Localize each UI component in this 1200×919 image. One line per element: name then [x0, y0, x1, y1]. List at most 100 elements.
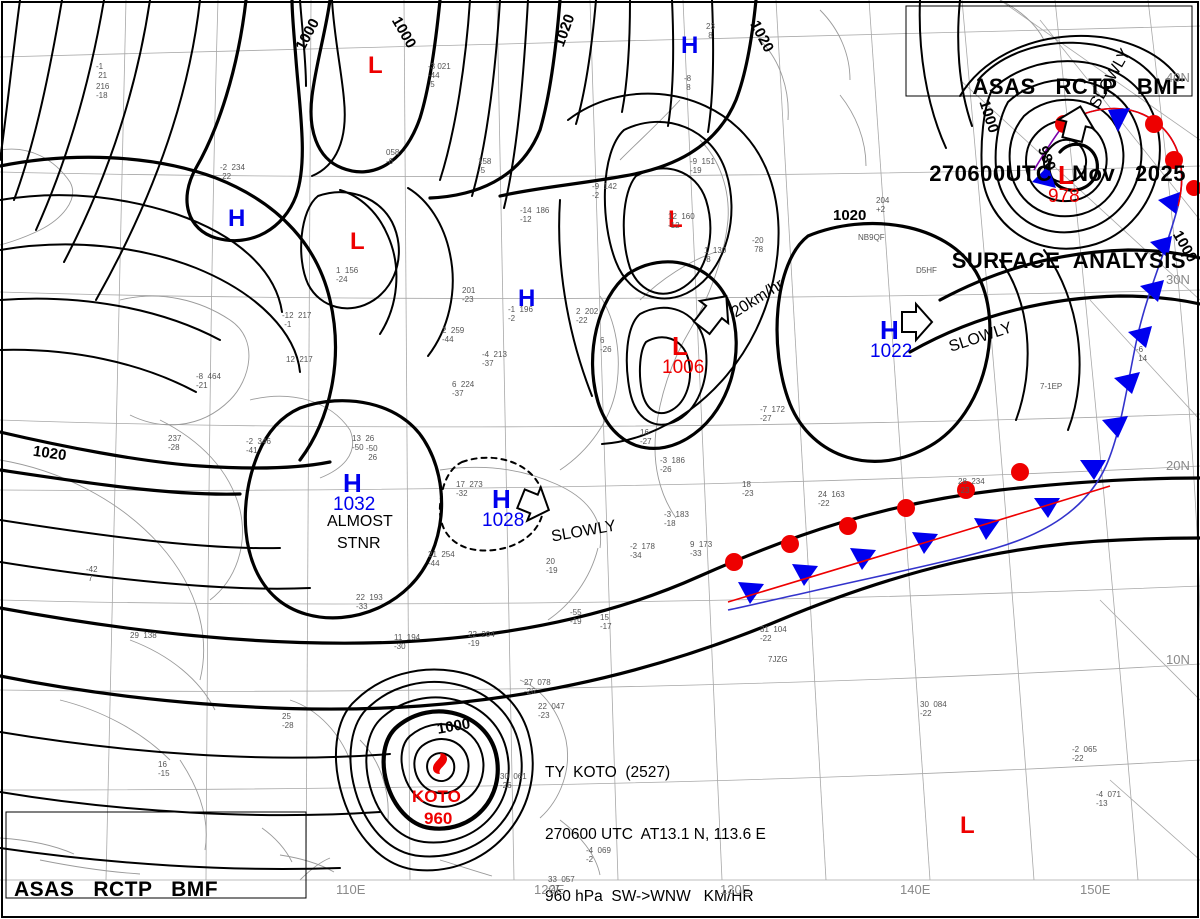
station-plot-61: 25 -28 [282, 712, 294, 730]
low-marker-0: L [368, 52, 383, 79]
station-plot-9: -9 151 -19 [690, 157, 715, 175]
station-plot-55: -2 065 -22 [1072, 745, 1097, 763]
station-plot-62: -42 7 [86, 565, 98, 583]
typhoon-info-block: TY KOTO (2527) 270600 UTC AT13.1 N, 113.… [545, 722, 904, 919]
station-plot-41: 20 -19 [546, 557, 558, 575]
station-plot-29: -3 186 -26 [660, 456, 685, 474]
low-marker-6: L [672, 331, 688, 361]
low-marker-11: L [960, 812, 975, 839]
stationary-front-line [727, 485, 1111, 603]
typhoon-pressure-label: 960 [424, 809, 453, 828]
high-pressure-value-7: 1022 [870, 341, 913, 362]
typhoon-name-label: KOTO [412, 787, 461, 806]
header-title-block: ASAS RCTP BMF 270600UTC Nov 2025 SURFACE… [929, 14, 1186, 333]
station-plot-35: -6 14 [1136, 345, 1148, 363]
footer-line-1: ASAS RCTP BMF [14, 878, 219, 901]
station-plot-1: 216 -18 [96, 82, 110, 100]
station-plot-31: -3 183 -18 [664, 510, 689, 528]
station-plot-54: 30 084 -22 [920, 700, 947, 718]
station-plot-33: 18 -23 [742, 480, 754, 498]
arrow-low-1006 [692, 295, 730, 336]
fronts [725, 107, 1200, 611]
typhoon-info-line-2: 270600 UTC AT13.1 N, 113.6 E [545, 825, 766, 843]
station-plot-57: 16 -15 [158, 760, 170, 778]
station-plot-20: 6 -26 [600, 336, 612, 354]
station-plot-47: 11 194 -30 [394, 633, 421, 651]
arrow-high-1028 [515, 484, 551, 523]
station-plot-28: 16 -27 [640, 428, 652, 446]
high-pressure-value-8: 1032 [333, 494, 376, 515]
station-plot-15: 2 202 -22 [576, 307, 599, 325]
station-plot-36: 7-1EP [1040, 382, 1063, 391]
station-plot-64: -50 26 [366, 444, 378, 462]
high-pressure-value-9: 1028 [482, 510, 525, 531]
latitude-label-2: 20N [1166, 458, 1190, 473]
station-plot-3: -2 234 22 [220, 163, 245, 181]
high-marker-8: H [343, 468, 362, 498]
high-marker-1: H [228, 205, 246, 232]
high-marker-7: H [880, 315, 899, 345]
isobars [0, 0, 1200, 872]
station-plot-8: -8 8 [684, 74, 692, 92]
station-plot-42: -2 178 -34 [630, 542, 655, 560]
station-plot-38: NB9QF [858, 233, 885, 242]
station-plot-32: 24 163 -22 [818, 490, 845, 508]
low-pressure-value-6: 1006 [662, 357, 705, 378]
station-plot-58: -4 071 -13 [1096, 790, 1121, 808]
high-marker-9: H [492, 484, 511, 514]
station-plot-22: -8 464 -21 [196, 372, 221, 390]
high-marker-3: H [518, 285, 536, 312]
coastlines [0, 0, 1045, 881]
longitude-label-0: 110E [336, 882, 366, 897]
station-plot-44: 22 193 -33 [356, 593, 383, 611]
station-plot-56: 30 061 -26 [500, 772, 527, 790]
station-plot-6: -9 142 -2 [592, 182, 617, 200]
longitude-label-1: 120E [534, 882, 565, 897]
station-plot-18: 201 -23 [462, 286, 476, 304]
station-plot-30: 17 273 -32 [456, 480, 483, 498]
latitude-label-0: 40N [1166, 70, 1190, 85]
station-plot-60: -4 069 -2 [586, 846, 611, 864]
motion-note-4: STNR [337, 535, 381, 552]
arrow-high-1022 [901, 301, 934, 343]
station-plot-5: 158 -5 [478, 157, 492, 175]
station-plot-50: 7JZG [768, 655, 788, 664]
typhoon-info-line-1: TY KOTO (2527) [545, 764, 671, 782]
station-plot-14: -1 196 -2 [508, 305, 533, 323]
station-plot-2: -3 021 -44 5 [428, 62, 451, 89]
high-marker-4: H [681, 32, 699, 59]
typhoon-info-line-3: 960 hPa SW->WNW KM/HR [545, 887, 754, 905]
station-plot-51: 29 138 [130, 631, 157, 640]
longitude-label-2: 130E [720, 882, 751, 897]
low-marker-5: L [668, 206, 683, 233]
station-plot-48: 22 204 -19 [468, 630, 495, 648]
station-plot-26: 237 -28 [168, 434, 182, 452]
station-plot-39: 204 +2 [876, 196, 890, 214]
station-plot-37: D5HF [916, 266, 937, 275]
station-plot-49: 31 104 -22 [760, 625, 787, 643]
station-plot-12: 1 130 8 [704, 246, 727, 264]
station-plot-11: 12 160 -12 [668, 212, 695, 230]
header-line-2: 270600UTC Nov 2025 [929, 161, 1186, 186]
station-plot-24: -7 172 -27 [760, 405, 785, 423]
station-plot-59: 33 057 -27 [548, 875, 575, 893]
station-plot-52: 27 078 -26 [524, 678, 551, 696]
low-marker-10: L [1058, 160, 1074, 190]
header-line-1: ASAS RCTP BMF [972, 74, 1186, 99]
station-plot-43: 9 173 -33 [690, 540, 713, 558]
station-plot-16: -12 217 -1 [282, 311, 312, 329]
station-plot-10: -14 186 -12 [520, 206, 550, 224]
typhoon-symbol [432, 753, 448, 774]
station-plot-63: 12 217 [286, 355, 313, 364]
station-plot-0: -1 21 [96, 62, 108, 80]
arrow-low-978 [1055, 105, 1096, 144]
motion-note-3: ALMOST [327, 513, 393, 530]
header-line-3: SURFACE ANALYSIS [951, 248, 1186, 273]
low-marker-2: L [350, 228, 365, 255]
station-plot-40: 21 254 -44 [428, 550, 455, 568]
isobar-label-4: 1020 [833, 207, 867, 224]
longitude-label-3: 140E [900, 882, 931, 897]
station-plot-19: 2 259 -44 [442, 326, 465, 344]
